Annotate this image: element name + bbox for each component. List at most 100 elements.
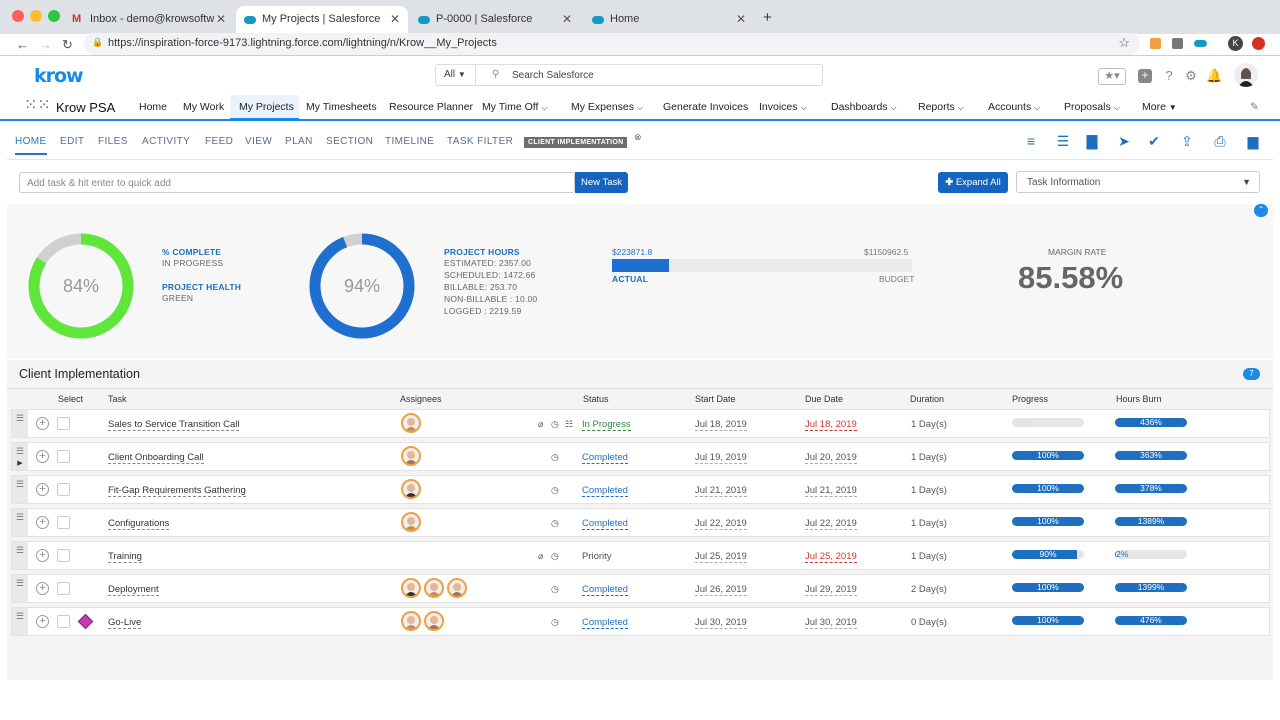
row-select-checkbox[interactable] bbox=[57, 582, 70, 595]
start-date[interactable]: Jul 22, 2019 bbox=[695, 518, 747, 530]
nav-item-dashboards[interactable]: Dashboards ⌵ bbox=[831, 101, 897, 113]
drag-handle-icon[interactable]: ☰ bbox=[12, 476, 28, 503]
assignee-avatar[interactable] bbox=[401, 413, 421, 433]
drag-handle-icon[interactable]: ☰ ▶ bbox=[12, 443, 28, 470]
checklist-icon[interactable]: ☷ bbox=[565, 419, 574, 429]
status-value[interactable]: Completed bbox=[582, 518, 628, 530]
add-subtask-icon[interactable]: + bbox=[36, 615, 49, 628]
close-tab-icon[interactable]: ✕ bbox=[735, 12, 746, 26]
close-window-button[interactable] bbox=[12, 10, 24, 22]
send-icon[interactable]: ➤ bbox=[1118, 133, 1130, 149]
due-date[interactable]: Jul 20, 2019 bbox=[805, 452, 857, 464]
attachment-icon[interactable]: ⌀ bbox=[538, 551, 544, 561]
assignee-avatar[interactable] bbox=[447, 578, 467, 598]
tab-home[interactable]: HOME bbox=[15, 136, 47, 155]
row-select-checkbox[interactable] bbox=[57, 516, 70, 529]
profile-avatar[interactable]: K bbox=[1228, 36, 1243, 51]
tab-timeline[interactable]: TIMELINE bbox=[385, 136, 435, 147]
col-header-progress[interactable]: Progress bbox=[1012, 394, 1049, 404]
back-icon[interactable]: ← bbox=[16, 37, 29, 52]
start-date[interactable]: Jul 25, 2019 bbox=[695, 551, 747, 563]
global-search[interactable]: All ▼ ⚲ Search Salesforce bbox=[435, 64, 823, 86]
attachment-icon[interactable]: ⌀ bbox=[538, 419, 544, 429]
tab-task-filter[interactable]: TASK FILTER bbox=[447, 136, 514, 147]
assignee-avatar[interactable] bbox=[401, 578, 421, 598]
due-date[interactable]: Jul 22, 2019 bbox=[805, 518, 857, 530]
new-tab-button[interactable]: + bbox=[763, 9, 772, 26]
add-subtask-icon[interactable]: + bbox=[36, 450, 49, 463]
task-name[interactable]: Configurations bbox=[108, 518, 170, 530]
start-date[interactable]: Jul 18, 2019 bbox=[695, 419, 747, 431]
extension-icon[interactable] bbox=[1150, 38, 1161, 49]
assignee-avatar[interactable] bbox=[424, 611, 444, 631]
close-tab-icon[interactable]: ✕ bbox=[561, 12, 572, 26]
outline-list-icon[interactable]: ☰ bbox=[1056, 133, 1070, 149]
extension-icon[interactable] bbox=[1172, 38, 1183, 49]
add-subtask-icon[interactable]: + bbox=[36, 483, 49, 496]
tab-plan[interactable]: PLAN bbox=[285, 136, 313, 147]
approve-check-icon[interactable]: ✔ bbox=[1148, 133, 1160, 149]
reload-icon[interactable]: ↻ bbox=[62, 37, 73, 52]
clock-icon[interactable]: ◷ bbox=[551, 419, 559, 429]
add-subtask-icon[interactable]: + bbox=[36, 516, 49, 529]
status-value[interactable]: Completed bbox=[582, 617, 628, 629]
nav-item-resource-planner[interactable]: Resource Planner bbox=[389, 101, 474, 113]
drag-handle-icon[interactable]: ☰ bbox=[12, 410, 28, 437]
nav-item-more[interactable]: More ▼ bbox=[1142, 101, 1177, 113]
close-tab-icon[interactable]: ✕ bbox=[389, 12, 400, 26]
search-input[interactable]: Search Salesforce bbox=[512, 70, 594, 81]
tab-edit[interactable]: EDIT bbox=[60, 136, 85, 147]
clock-icon[interactable]: ◷ bbox=[551, 485, 559, 495]
print-icon[interactable]: ⎙ bbox=[1214, 133, 1226, 149]
krow-logo[interactable]: krow bbox=[34, 65, 84, 87]
forward-icon[interactable]: → bbox=[39, 37, 52, 52]
assignee-avatar[interactable] bbox=[401, 512, 421, 532]
col-header-start-date[interactable]: Start Date bbox=[695, 394, 736, 404]
start-date[interactable]: Jul 30, 2019 bbox=[695, 617, 747, 629]
col-header-duration[interactable]: Duration bbox=[910, 394, 945, 404]
clock-icon[interactable]: ◷ bbox=[551, 518, 559, 528]
salesforce-extension-icon[interactable] bbox=[1194, 40, 1207, 47]
bookmark-star-icon[interactable]: ☆ bbox=[1118, 35, 1130, 50]
start-date[interactable]: Jul 26, 2019 bbox=[695, 584, 747, 596]
due-date[interactable]: Jul 30, 2019 bbox=[805, 617, 857, 629]
app-launcher-icon[interactable]: ⁙⁙ bbox=[24, 97, 51, 114]
minimize-window-button[interactable] bbox=[30, 10, 42, 22]
status-value[interactable]: Priority bbox=[582, 551, 612, 562]
col-header-due-date[interactable]: Due Date bbox=[805, 394, 844, 404]
clock-icon[interactable]: ◷ bbox=[551, 617, 559, 627]
drag-handle-icon[interactable]: ☰ bbox=[12, 509, 28, 536]
table-row[interactable]: ☰ + Fit-Gap Requirements Gathering ◷ Com… bbox=[11, 475, 1270, 504]
clock-icon[interactable]: ◷ bbox=[551, 551, 559, 561]
status-value[interactable]: Completed bbox=[582, 584, 628, 596]
add-subtask-icon[interactable]: + bbox=[36, 417, 49, 430]
assignee-avatar[interactable] bbox=[424, 578, 444, 598]
drag-handle-icon[interactable]: ☰ bbox=[12, 575, 28, 602]
nav-item-my-timesheets[interactable]: My Timesheets bbox=[306, 101, 377, 113]
clock-icon[interactable]: ◷ bbox=[551, 452, 559, 462]
task-name[interactable]: Fit-Gap Requirements Gathering bbox=[108, 485, 246, 497]
add-subtask-icon[interactable]: + bbox=[36, 549, 49, 562]
row-select-checkbox[interactable] bbox=[57, 417, 70, 430]
tab-section[interactable]: SECTION bbox=[326, 136, 374, 147]
task-information-select[interactable]: Task Information ▼ bbox=[1016, 171, 1260, 193]
browser-tab-p0000[interactable]: P-0000 | Salesforce ✕ bbox=[410, 6, 580, 34]
nav-item-proposals[interactable]: Proposals ⌵ bbox=[1064, 101, 1120, 113]
new-task-button[interactable]: New Task bbox=[575, 172, 628, 193]
nav-item-home[interactable]: Home bbox=[139, 101, 168, 113]
collapse-chevron-icon[interactable]: ⌃ bbox=[1254, 204, 1268, 217]
col-header-task[interactable]: Task bbox=[108, 394, 127, 404]
expand-all-button[interactable]: ✚ Expand All bbox=[938, 172, 1008, 193]
due-date[interactable]: Jul 25, 2019 bbox=[805, 551, 857, 563]
assignee-avatar[interactable] bbox=[401, 446, 421, 466]
nav-item-my-work[interactable]: My Work bbox=[183, 101, 225, 113]
status-value[interactable]: Completed bbox=[582, 452, 628, 464]
global-actions-plus-icon[interactable]: + bbox=[1138, 69, 1152, 83]
gantt-icon[interactable]: ≡ bbox=[1026, 133, 1036, 149]
nav-item-accounts[interactable]: Accounts ⌵ bbox=[988, 101, 1041, 113]
nav-item-my-time-off[interactable]: My Time Off ⌵ bbox=[482, 101, 548, 113]
quick-add-task-input[interactable]: Add task & hit enter to quick add bbox=[19, 172, 575, 193]
table-row[interactable]: ☰ + Go-Live ◷ Completed Jul 30, 2019 Jul… bbox=[11, 607, 1270, 636]
favorites-star-icon[interactable]: ★▾ bbox=[1098, 68, 1126, 85]
settings-gear-icon[interactable]: ⚙ bbox=[1185, 68, 1197, 83]
